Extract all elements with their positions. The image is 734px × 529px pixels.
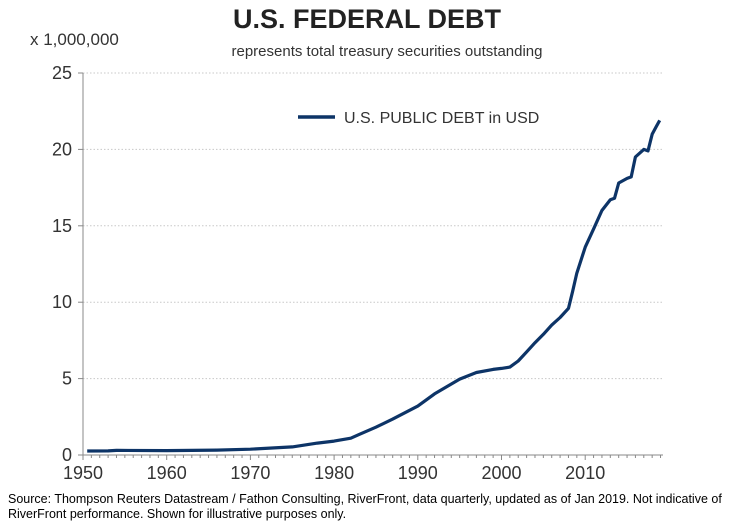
source-note: Source: Thompson Reuters Datastream / Fa… — [8, 492, 722, 521]
legend-label: U.S. PUBLIC DEBT in USD — [344, 110, 539, 127]
y-tick-label: 0 — [62, 445, 72, 465]
x-tick-label: 1980 — [314, 463, 354, 483]
y-tick-label: 10 — [52, 292, 72, 312]
x-tick-label: 2010 — [565, 463, 605, 483]
y-tick-label: 20 — [52, 139, 72, 159]
x-tick-label: 1960 — [147, 463, 187, 483]
legend: U.S. PUBLIC DEBT in USD — [298, 110, 539, 127]
y-tick-label: 5 — [62, 369, 72, 389]
y-tick-label: 15 — [52, 216, 72, 236]
debt-series-line — [87, 119, 662, 453]
series-layer — [87, 119, 662, 453]
x-tick-label: 1990 — [398, 463, 438, 483]
y-axis-unit-label: x 1,000,000 — [30, 30, 119, 49]
x-tick-label: 2000 — [481, 463, 521, 483]
gridlines — [83, 72, 663, 380]
chart-subtitle: represents total treasury securities out… — [231, 43, 543, 60]
tick-labels: 0 5 10 15 20 25 1950 1960 1970 1980 1990 2000 2010 — [52, 63, 605, 483]
x-tick-label: 1950 — [63, 463, 103, 483]
y-tick-label: 25 — [52, 63, 72, 83]
axes — [78, 72, 663, 460]
x-tick-label: 1970 — [230, 463, 270, 483]
chart-title: U.S. FEDERAL DEBT — [232, 4, 502, 34]
